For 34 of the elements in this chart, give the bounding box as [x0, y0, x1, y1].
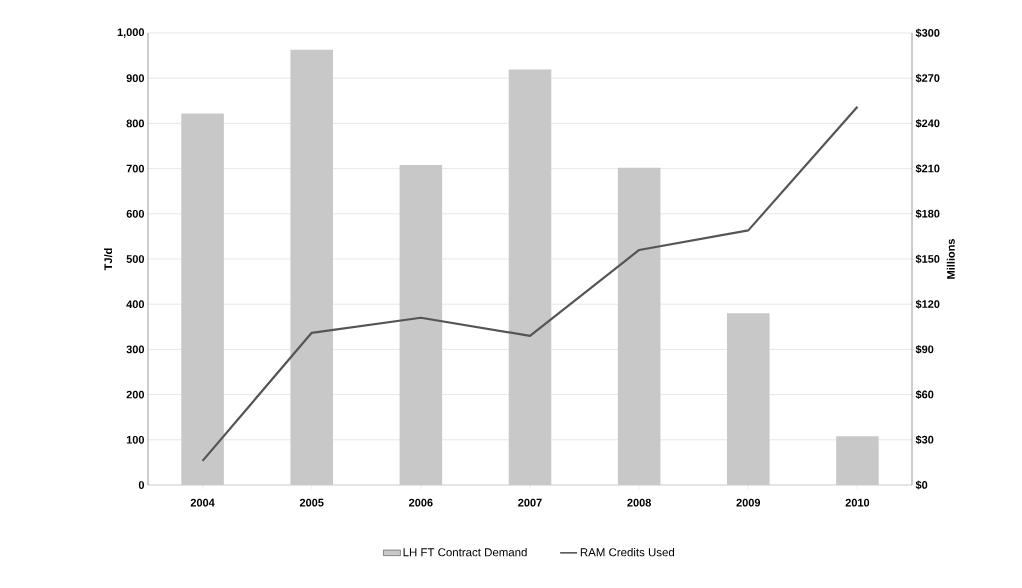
- y2-tick-label: $180: [915, 209, 940, 219]
- y-tick-label: 900: [126, 74, 145, 83]
- y2-tick-label: $90: [915, 344, 934, 354]
- y-tick-label: 700: [126, 164, 145, 173]
- x-tick-label: 2005: [299, 498, 324, 507]
- legend-label: LH FT Contract Demand: [403, 547, 527, 557]
- y-tick-label: 500: [126, 255, 145, 263]
- y2-tick-label: $240: [915, 118, 940, 128]
- y2-tick-label: $210: [915, 164, 940, 174]
- x-tick-label: 2004: [190, 498, 215, 507]
- y2-tick-label: $150: [915, 254, 940, 264]
- y2-tick-label: $300: [915, 28, 940, 38]
- y-tick-label: 100: [126, 435, 145, 444]
- y2-tick-label: $0: [915, 480, 928, 490]
- y-tick-label: 300: [126, 345, 145, 354]
- legend-label: RAM Credits Used: [580, 547, 675, 557]
- y-tick-label: 200: [126, 390, 145, 399]
- y2-tick-label: $270: [915, 73, 940, 83]
- y2-tick-label: $120: [915, 299, 940, 309]
- y-tick-label: 0: [138, 481, 145, 489]
- x-tick-label: 2006: [409, 498, 433, 507]
- y2-axis-title: Millions: [946, 239, 955, 279]
- y2-tick-label: $30: [915, 435, 934, 445]
- y2-tick-label: $60: [915, 390, 934, 400]
- y-tick-label: 800: [126, 119, 145, 128]
- x-tick-label: 2007: [518, 498, 542, 507]
- y-tick-label: 1,000: [117, 28, 145, 38]
- x-tick-label: 2008: [627, 498, 651, 507]
- x-tick-label: 2010: [845, 498, 870, 507]
- line-series: [201, 105, 859, 462]
- y-tick-label: 400: [126, 300, 145, 309]
- y-tick-label: 600: [126, 209, 145, 218]
- x-tick-label: 2009: [736, 498, 761, 507]
- y-axis-title: TJ/d: [104, 248, 113, 271]
